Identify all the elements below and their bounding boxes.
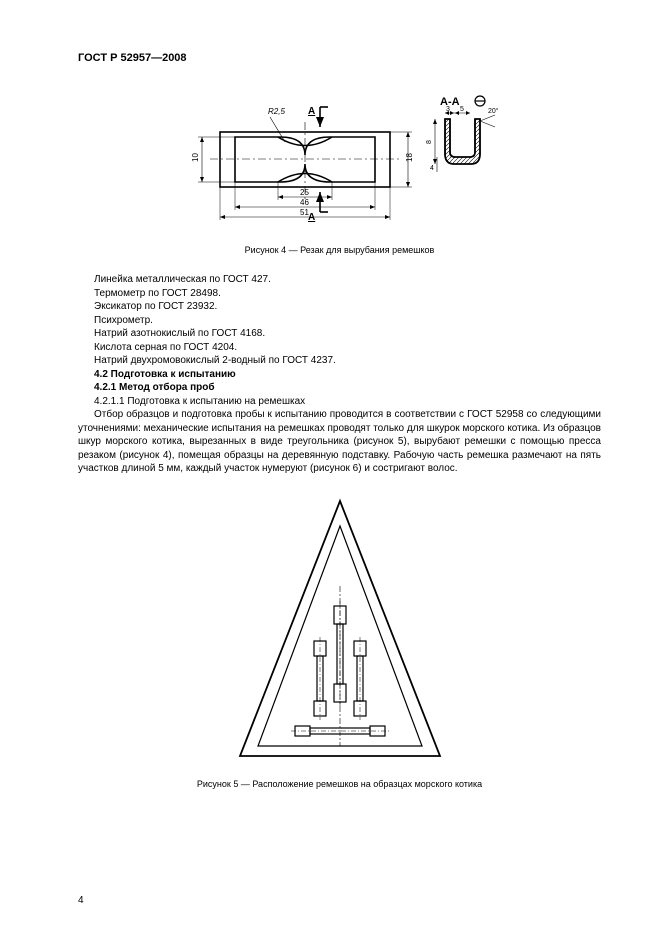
dim-8: 8 xyxy=(426,140,433,144)
line-desiccator: Эксикатор по ГОСТ 23932. xyxy=(78,300,601,314)
dim-5: 5 xyxy=(460,106,464,113)
line-thermo: Термометр по ГОСТ 28498. xyxy=(78,287,601,301)
dim-18: 18 xyxy=(405,153,414,162)
line-psychro: Психрометр. xyxy=(78,314,601,328)
body-text: Линейка металлическая по ГОСТ 427. Термо… xyxy=(78,273,601,476)
page-number: 4 xyxy=(78,895,84,906)
section-4-2-1-1: 4.2.1.1 Подготовка к испытанию на ремешк… xyxy=(78,395,601,409)
figure-5-block: Рисунок 5 — Расположение ремешков на обр… xyxy=(78,496,601,789)
section-arrow-a-bottom: A xyxy=(308,212,315,223)
paragraph-main: Отбор образцов и подготовка пробы к испы… xyxy=(78,408,601,476)
dim-3: 3 xyxy=(446,106,450,113)
document-id: ГОСТ Р 52957—2008 xyxy=(78,52,601,64)
dim-r2-5: R2,5 xyxy=(268,107,285,116)
section-4-2: 4.2 Подготовка к испытанию xyxy=(78,368,601,382)
dim-4: 4 xyxy=(430,165,434,172)
line-sodium-nitrate: Натрий азотнокислый по ГОСТ 4168. xyxy=(78,327,601,341)
section-arrow-a-top: A xyxy=(308,106,315,117)
dim-25: 25 xyxy=(300,188,309,197)
page: ГОСТ Р 52957—2008 A xyxy=(0,0,661,936)
dim-10: 10 xyxy=(191,153,200,162)
dim-46: 46 xyxy=(300,198,309,207)
line-ruler: Линейка металлическая по ГОСТ 427. xyxy=(78,273,601,287)
figure-5-diagram xyxy=(230,496,450,766)
dim-51: 51 xyxy=(300,208,309,217)
figure-4-caption: Рисунок 4 — Резак для вырубания ремешков xyxy=(78,245,601,255)
line-sulfuric: Кислота серная по ГОСТ 4204. xyxy=(78,341,601,355)
dim-20deg: 20° xyxy=(488,107,499,115)
figure-4-diagram: A A R2,5 1 xyxy=(160,82,520,232)
figure-5-caption: Рисунок 5 — Расположение ремешков на обр… xyxy=(78,779,601,789)
figure-4-block: A A R2,5 1 xyxy=(78,82,601,255)
line-dichromate: Натрий двухромовокислый 2-водный по ГОСТ… xyxy=(78,354,601,368)
section-4-2-1: 4.2.1 Метод отбора проб xyxy=(78,381,601,395)
